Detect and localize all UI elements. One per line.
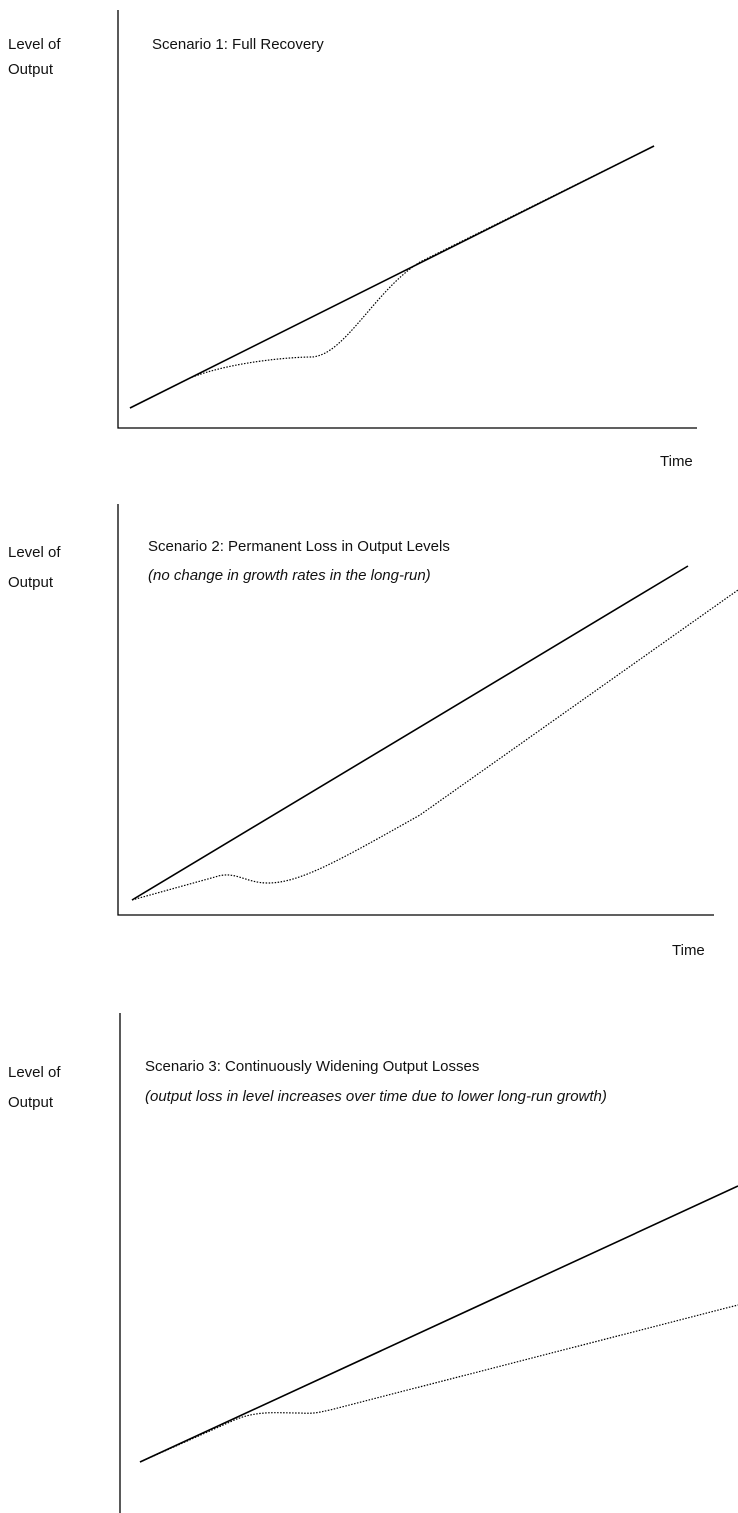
panel: Level of Output Scenario 3: Continuously… bbox=[8, 1013, 738, 1513]
panel-title: Scenario 2: Permanent Loss in Output Lev… bbox=[148, 538, 450, 555]
trend-line bbox=[131, 565, 689, 901]
y-label: Output bbox=[8, 61, 54, 78]
y-label: Level of bbox=[8, 544, 61, 561]
panel-subtitle: (no change in growth rates in the long-r… bbox=[148, 567, 431, 584]
actual-path bbox=[139, 1304, 738, 1463]
panel: Level of Output Scenario 2: Permanent Lo… bbox=[8, 504, 738, 959]
y-label: Output bbox=[8, 574, 54, 591]
trend-line bbox=[139, 1185, 738, 1463]
trend-line bbox=[129, 145, 655, 409]
x-label: Time bbox=[660, 453, 693, 470]
y-label: Level of bbox=[8, 1064, 61, 1081]
panel: Level of Output Scenario 1: Full Recover… bbox=[8, 10, 697, 470]
y-label: Output bbox=[8, 1094, 54, 1111]
panel-title: Scenario 1: Full Recovery bbox=[152, 36, 324, 53]
y-label: Level of bbox=[8, 36, 61, 53]
actual-path bbox=[129, 145, 655, 409]
panel-title: Scenario 3: Continuously Widening Output… bbox=[145, 1058, 479, 1075]
axes bbox=[117, 10, 697, 429]
panel-subtitle: (output loss in level increases over tim… bbox=[145, 1088, 607, 1105]
x-label: Time bbox=[672, 942, 705, 959]
axes bbox=[117, 504, 714, 916]
actual-path bbox=[131, 589, 738, 901]
